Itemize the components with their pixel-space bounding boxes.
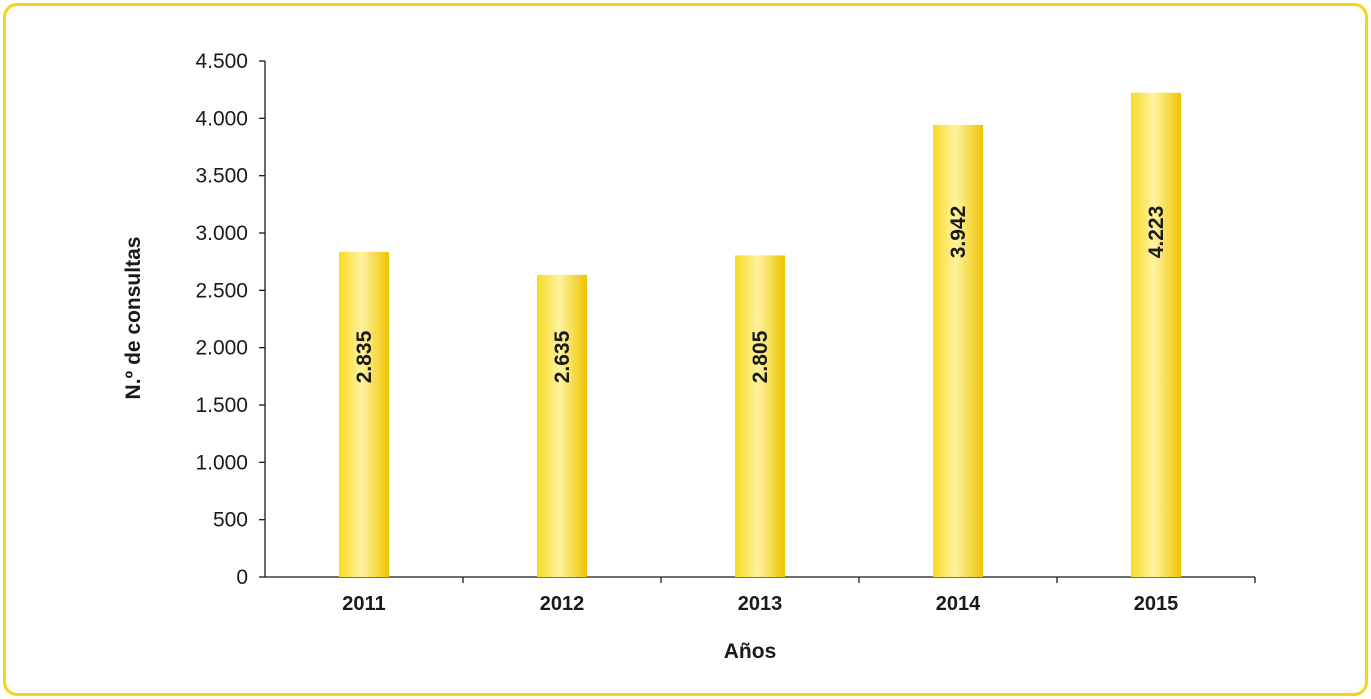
data-label: 4.223 bbox=[1145, 206, 1168, 259]
bar bbox=[933, 124, 983, 577]
y-tick-label: 3.000 bbox=[195, 222, 248, 245]
bar bbox=[1131, 92, 1181, 577]
bar bbox=[735, 255, 785, 578]
bar bbox=[339, 251, 389, 578]
y-tick-label: 3.500 bbox=[195, 165, 248, 188]
labels: 2011 2.835 2012 2.635 2013 2.805 2014 3.942 2015… bbox=[342, 206, 1178, 615]
x-tick-label: 2011 bbox=[342, 593, 385, 615]
data-label: 3.942 bbox=[947, 206, 970, 259]
data-label: 2.805 bbox=[749, 330, 772, 383]
x-tick-label: 2014 bbox=[936, 593, 981, 615]
y-tick-label: 0 bbox=[236, 566, 248, 589]
y-axis-title: N.º de consultas bbox=[122, 237, 145, 400]
axes: 0 500 1.000 1.500 2.000 2.500 3.000 3.500 4.000 4… bbox=[195, 50, 1256, 589]
y-tick-label: 4.500 bbox=[195, 50, 248, 73]
x-axis-title: Años bbox=[724, 640, 777, 663]
bars bbox=[339, 92, 1181, 578]
y-tick-label: 2.500 bbox=[195, 279, 248, 302]
data-label: 2.835 bbox=[353, 330, 376, 383]
x-tick-label: 2013 bbox=[738, 593, 783, 615]
y-tick-label: 2.000 bbox=[195, 337, 248, 360]
y-tick-label: 1.500 bbox=[195, 394, 248, 417]
y-tick-label: 1.000 bbox=[195, 451, 248, 474]
y-tick-label: 500 bbox=[213, 509, 248, 532]
y-tick-label: 4.000 bbox=[195, 107, 248, 130]
x-tick-label: 2012 bbox=[540, 593, 585, 615]
x-tick-label: 2015 bbox=[1134, 593, 1179, 615]
bar bbox=[537, 274, 587, 577]
data-label: 2.635 bbox=[551, 330, 574, 383]
